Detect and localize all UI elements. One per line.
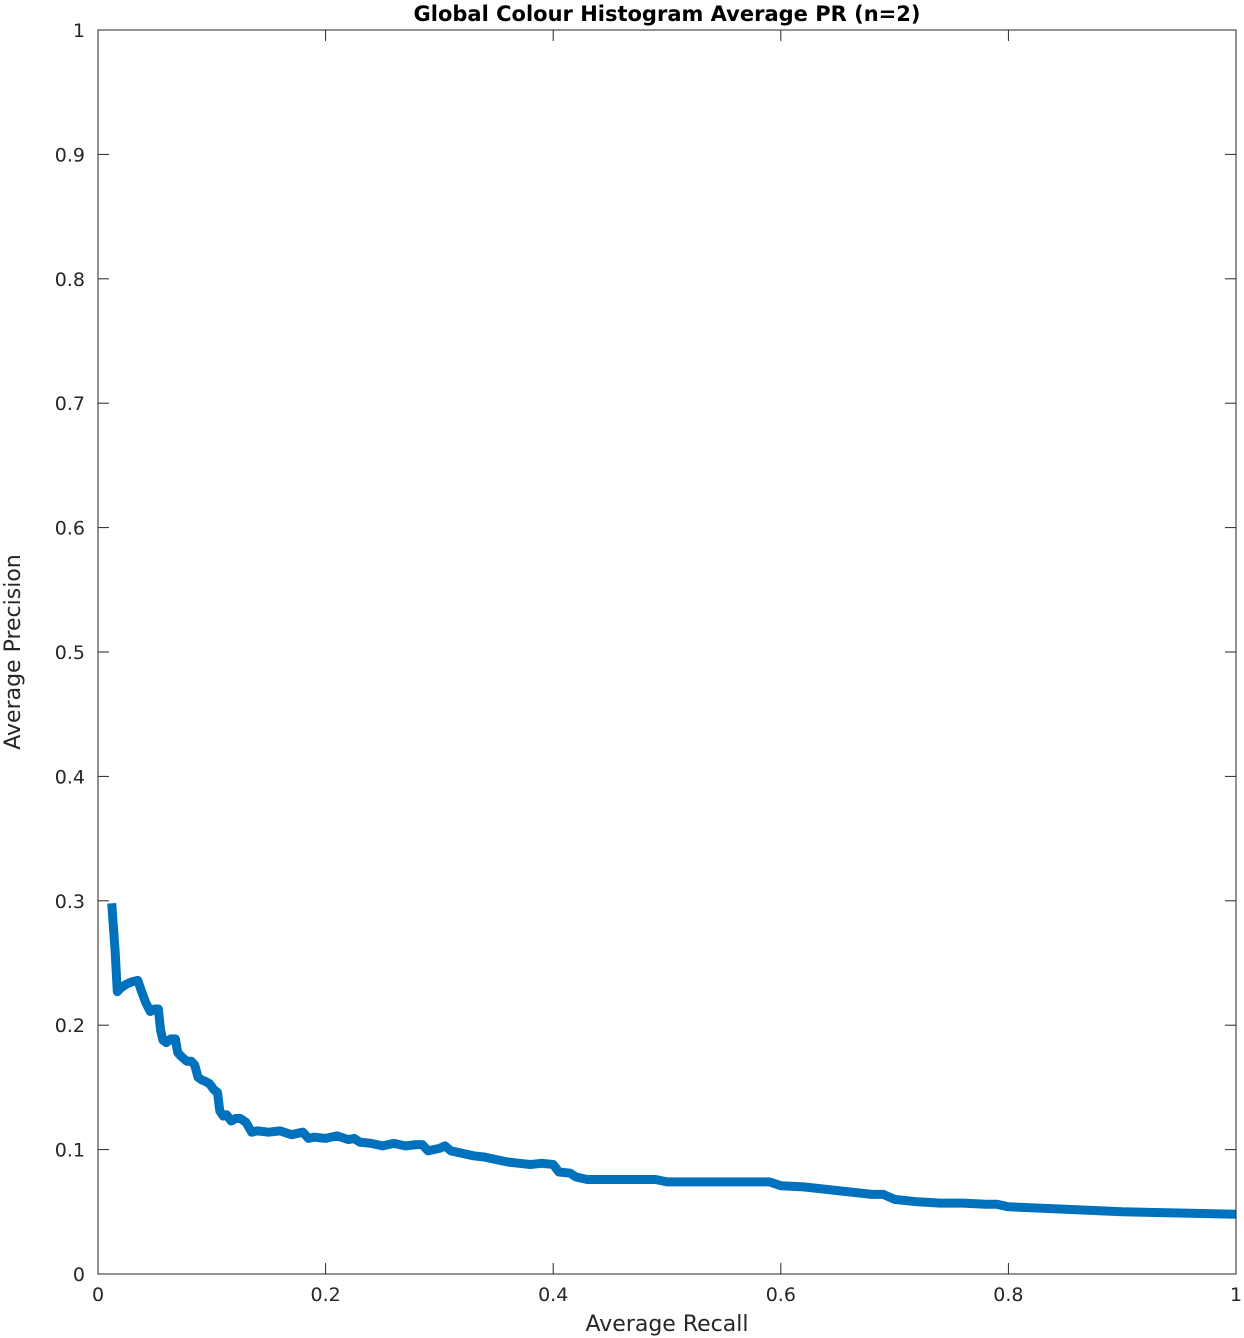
y-tick-label: 0.9 (55, 144, 85, 166)
y-tick-label: 0.4 (55, 766, 85, 788)
y-tick-label: 0.3 (55, 891, 85, 913)
series-line (107, 902, 1237, 1219)
plot-area-frame (97, 29, 1237, 1275)
x-tick-label: 0.8 (993, 1284, 1023, 1306)
axis-tick-labels: 0 0.2 0.4 0.6 0.8 1 0 0.1 0.2 0.3 0.4 0.5 0.6 0.7 0.8 0… (55, 20, 1242, 1306)
axis-ticks (97, 29, 1237, 1275)
x-tick-label: 0.4 (538, 1284, 568, 1306)
y-tick-label: 0.6 (55, 518, 85, 540)
y-tick-label: 0 (73, 1264, 85, 1286)
y-tick-label: 0.7 (55, 393, 85, 415)
y-axis-label: Average Precision (1, 554, 26, 750)
y-tick-label: 0.8 (55, 269, 85, 291)
y-tick-label: 0.5 (55, 642, 85, 664)
y-tick-label: 0.1 (55, 1140, 85, 1162)
y-tick-label: 0.2 (55, 1015, 85, 1037)
y-tick-label: 1 (73, 20, 85, 42)
x-tick-label: 0.2 (310, 1284, 340, 1306)
chart-title: Global Colour Histogram Average PR (n=2) (414, 2, 921, 26)
x-axis-label: Average Recall (586, 1312, 749, 1337)
x-tick-label: 0 (92, 1284, 104, 1306)
series-layer (107, 902, 1237, 1219)
x-tick-label: 1 (1230, 1284, 1242, 1306)
x-tick-label: 0.6 (766, 1284, 796, 1306)
